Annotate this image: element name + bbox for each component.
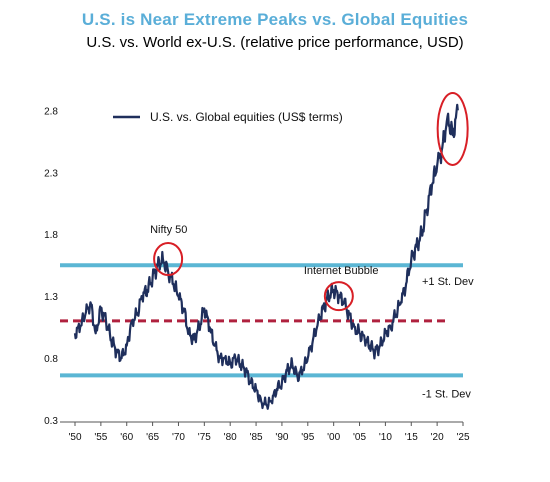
x-tick-label: '65 <box>146 432 159 443</box>
std-dev-label: -1 St. Dev <box>422 388 471 400</box>
x-tick-label: '15 <box>405 432 418 443</box>
nifty-50-circle <box>153 242 184 276</box>
x-tick-label: '60 <box>120 432 133 443</box>
x-tick-label: '55 <box>94 432 107 443</box>
x-tick-label: '50 <box>68 432 81 443</box>
legend-label: U.S. vs. Global equities (US$ terms) <box>150 110 343 124</box>
x-tick-label: '90 <box>275 432 288 443</box>
std-dev-label: +1 St. Dev <box>422 276 474 288</box>
x-tick-label: '10 <box>379 432 392 443</box>
x-tick-label: '85 <box>250 432 263 443</box>
y-tick-label: 1.3 <box>44 292 58 303</box>
x-tick-label: '70 <box>172 432 185 443</box>
x-tick-label: '20 <box>431 432 444 443</box>
x-tick-label: '95 <box>301 432 314 443</box>
x-tick-label: '75 <box>198 432 211 443</box>
chart-subtitle: U.S. vs. World ex-U.S. (relative price p… <box>86 34 464 51</box>
annotation-internet-bubble: Internet Bubble <box>304 265 379 277</box>
x-tick-label: '80 <box>224 432 237 443</box>
x-tick-label: '25 <box>456 432 469 443</box>
y-tick-label: 0.3 <box>44 416 58 427</box>
x-tick-label: '05 <box>353 432 366 443</box>
x-tick-label: '00 <box>327 432 340 443</box>
annotation-nifty-50: Nifty 50 <box>150 224 187 236</box>
chart-title: U.S. is Near Extreme Peaks vs. Global Eq… <box>81 10 469 29</box>
y-tick-label: 2.8 <box>44 106 58 117</box>
recent-peak-circle <box>436 91 469 166</box>
series-line <box>73 103 459 410</box>
y-tick-label: 2.3 <box>44 168 58 179</box>
internet-bubble-circle <box>323 281 354 312</box>
y-tick-label: 1.8 <box>44 230 58 241</box>
y-tick-label: 0.8 <box>44 354 58 365</box>
